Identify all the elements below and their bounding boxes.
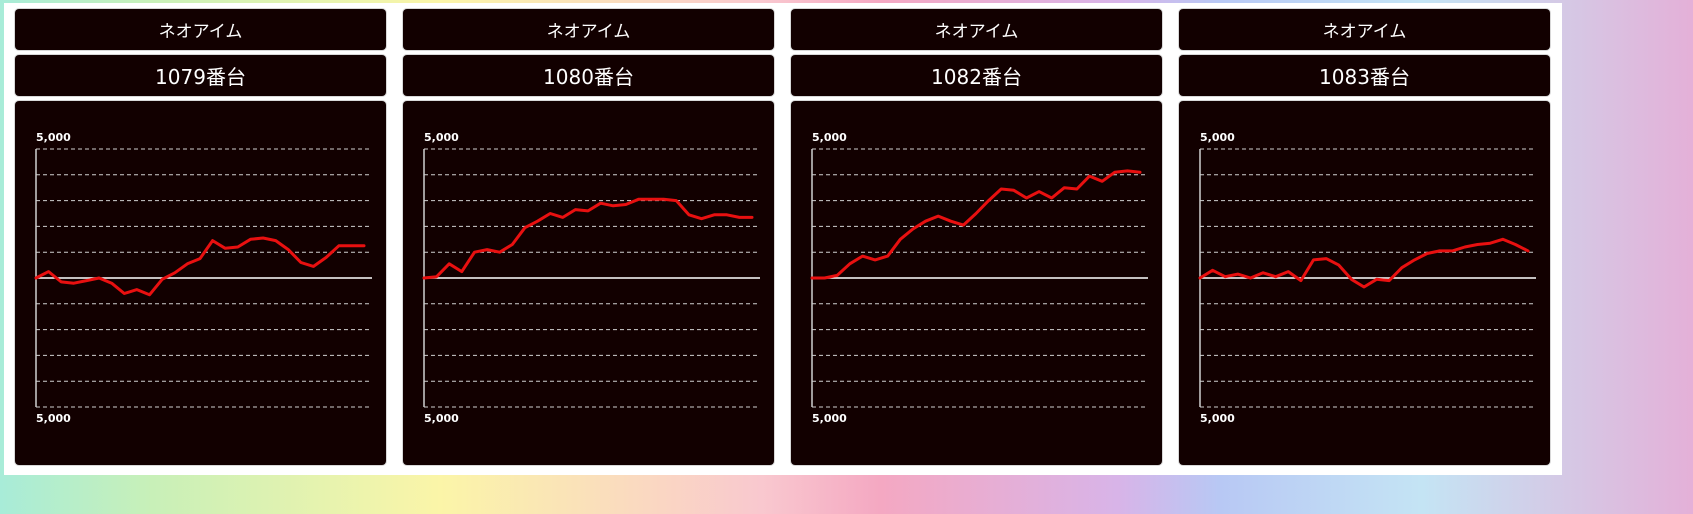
machine-panel: ネオアイム 1083番台 5,000 5,000 [1168,3,1562,475]
y-tick-top: 5,000 [1200,131,1235,144]
slump-graph: 5,000 5,000 [15,101,386,465]
machine-panel: ネオアイム 1082番台 5,000 5,000 [780,3,1174,475]
machine-name: ネオアイム [15,9,386,50]
slump-graph-svg: 5,000 5,000 [1198,131,1536,425]
machine-panel: ネオアイム 1079番台 5,000 5,000 [4,3,398,475]
y-tick-bottom: 5,000 [1200,412,1235,425]
y-tick-bottom: 5,000 [424,412,459,425]
y-tick-bottom: 5,000 [36,412,71,425]
machine-name: ネオアイム [791,9,1162,50]
y-tick-top: 5,000 [424,131,459,144]
slump-graph-svg: 5,000 5,000 [810,131,1148,425]
machine-number[interactable]: 1079番台 [15,55,386,96]
series-line [1198,237,1530,289]
slump-graph: 5,000 5,000 [1179,101,1550,465]
machine-name: ネオアイム [1179,9,1550,50]
machine-number[interactable]: 1082番台 [791,55,1162,96]
y-tick-bottom: 5,000 [812,412,847,425]
series-line [34,236,366,297]
slump-graph: 5,000 5,000 [403,101,774,465]
y-tick-top: 5,000 [36,131,71,144]
series-line [422,197,754,280]
slump-graph: 5,000 5,000 [791,101,1162,465]
y-tick-top: 5,000 [812,131,847,144]
machine-name: ネオアイム [403,9,774,50]
machine-number[interactable]: 1080番台 [403,55,774,96]
series-line [810,169,1142,280]
slump-graph-svg: 5,000 5,000 [422,131,760,425]
machine-number[interactable]: 1083番台 [1179,55,1550,96]
machine-panel: ネオアイム 1080番台 5,000 5,000 [392,3,786,475]
slump-graph-svg: 5,000 5,000 [34,131,372,425]
